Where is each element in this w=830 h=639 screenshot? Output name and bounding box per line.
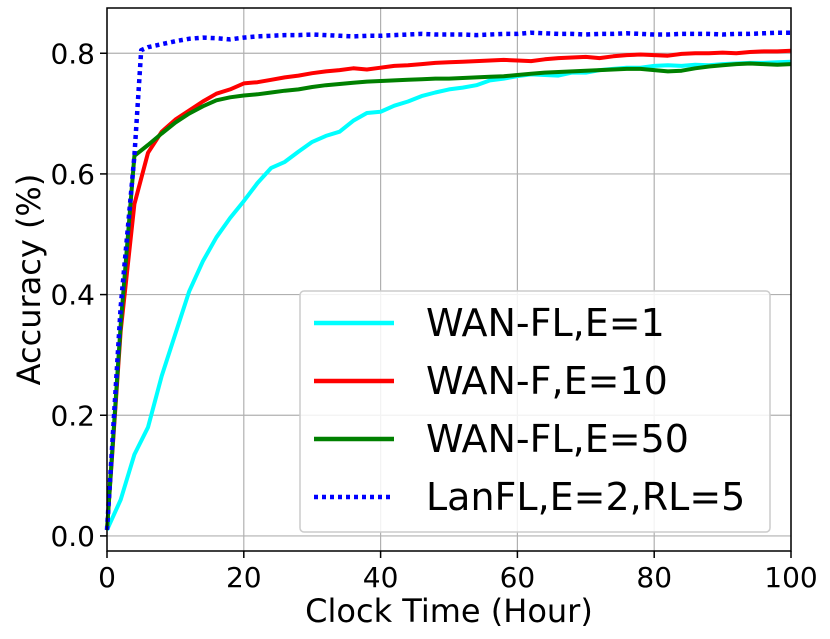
x-tick-label: 100 [764,561,817,594]
x-tick-label: 80 [636,561,672,594]
y-axis-ticks: 0.0 0.2 0.4 0.6 0.8 [50,37,107,553]
y-tick-label: 0.6 [50,158,95,191]
series-line-1 [105,48,792,531]
y-axis-label: Accuracy (%) [10,174,48,386]
x-tick-label: 40 [363,561,399,594]
y-tick-label: 0.2 [50,399,95,432]
x-tick-label: 20 [226,561,262,594]
y-tick-label: 0.4 [50,279,95,312]
series-lines [104,30,792,531]
series-line-0 [105,59,792,531]
x-axis-label: Clock Time (Hour) [305,592,593,630]
legend-label: LanFL,E=2,RL=5 [426,475,745,519]
x-tick-label: 0 [98,561,116,594]
x-tick-label: 60 [500,561,536,594]
legend-label: WAN-F,E=10 [426,359,668,403]
legend-label: WAN-FL,E=1 [426,301,665,345]
series-line-2 [105,61,792,531]
y-tick-label: 0.0 [50,520,95,553]
x-axis-ticks: 0 20 40 60 80 100 [98,551,818,594]
legend-box [299,290,771,533]
legend-label: WAN-FL,E=50 [426,417,689,461]
legend-items: WAN-FL,E=1 WAN-F,E=10 WAN-FL,E=50 LanFL,E=2… [314,301,745,519]
plot-frame [106,7,792,552]
series-line-3 [104,30,791,531]
y-tick-label: 0.8 [50,37,95,70]
legend: WAN-FL,E=1 WAN-F,E=10 WAN-FL,E=50 LanFL,E=2… [299,290,771,533]
